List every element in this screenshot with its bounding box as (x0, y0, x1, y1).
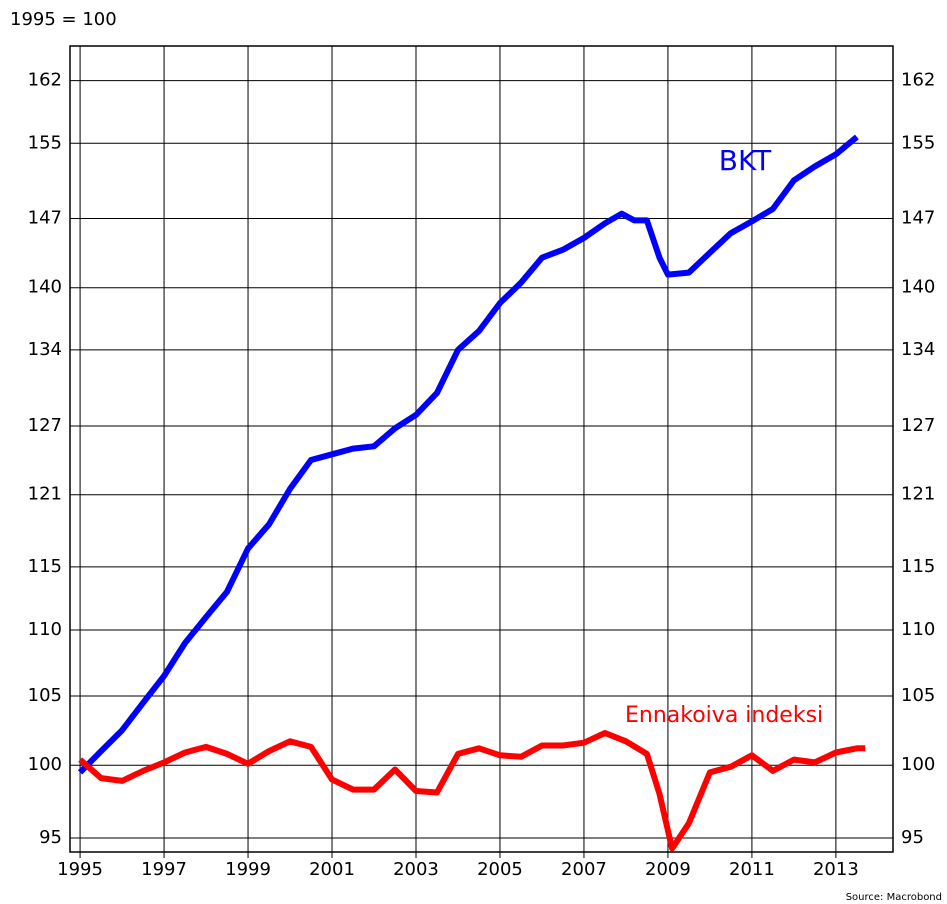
y-tick-label: 162 (28, 70, 62, 91)
x-tick-label: 2001 (309, 859, 355, 880)
y2-tick-label: 134 (901, 339, 935, 360)
x-tick-label: 2003 (393, 859, 439, 880)
y-tick-label: 121 (28, 484, 62, 505)
x-tick-label: 2009 (645, 859, 691, 880)
y-tick-label: 147 (28, 208, 62, 229)
x-tick-label: 2013 (813, 859, 859, 880)
y2-tick-label: 127 (901, 415, 935, 436)
y-tick-label: 134 (28, 339, 62, 360)
plot-frame (69, 45, 894, 853)
series-line (77, 134, 859, 775)
x-tick-label: 2005 (477, 859, 523, 880)
x-tick-label: 1995 (57, 859, 103, 880)
y2-tick-label: 140 (901, 277, 935, 298)
y-tick-label: 95 (39, 827, 62, 848)
x-tick-label: 1997 (141, 859, 187, 880)
series-label: BKT (719, 144, 772, 177)
y2-tick-label: 115 (901, 556, 935, 577)
y-tick-label: 140 (28, 277, 62, 298)
x-tick-label: 1999 (225, 859, 271, 880)
x-tick-label: 2007 (561, 859, 607, 880)
subtitle: 1995 = 100 (10, 9, 117, 30)
y2-tick-label: 100 (901, 754, 935, 775)
y-tick-label: 105 (28, 685, 62, 706)
y2-tick-label: 110 (901, 619, 935, 640)
y-tick-label: 127 (28, 415, 62, 436)
y2-tick-label: 121 (901, 484, 935, 505)
y2-tick-label: 155 (901, 132, 935, 153)
y-tick-label: 115 (28, 556, 62, 577)
x-tick-label: 2011 (729, 859, 775, 880)
y2-tick-label: 105 (901, 685, 935, 706)
y-tick-label: 110 (28, 619, 62, 640)
y2-tick-label: 147 (901, 208, 935, 229)
y-tick-label: 155 (28, 132, 62, 153)
series-line (78, 730, 866, 852)
series-label: Ennakoiva indeksi (625, 703, 823, 728)
source: Source: Macrobond (846, 892, 942, 903)
y2-tick-label: 162 (901, 70, 935, 91)
y2-tick-label: 95 (901, 827, 924, 848)
y-tick-label: 100 (28, 754, 62, 775)
